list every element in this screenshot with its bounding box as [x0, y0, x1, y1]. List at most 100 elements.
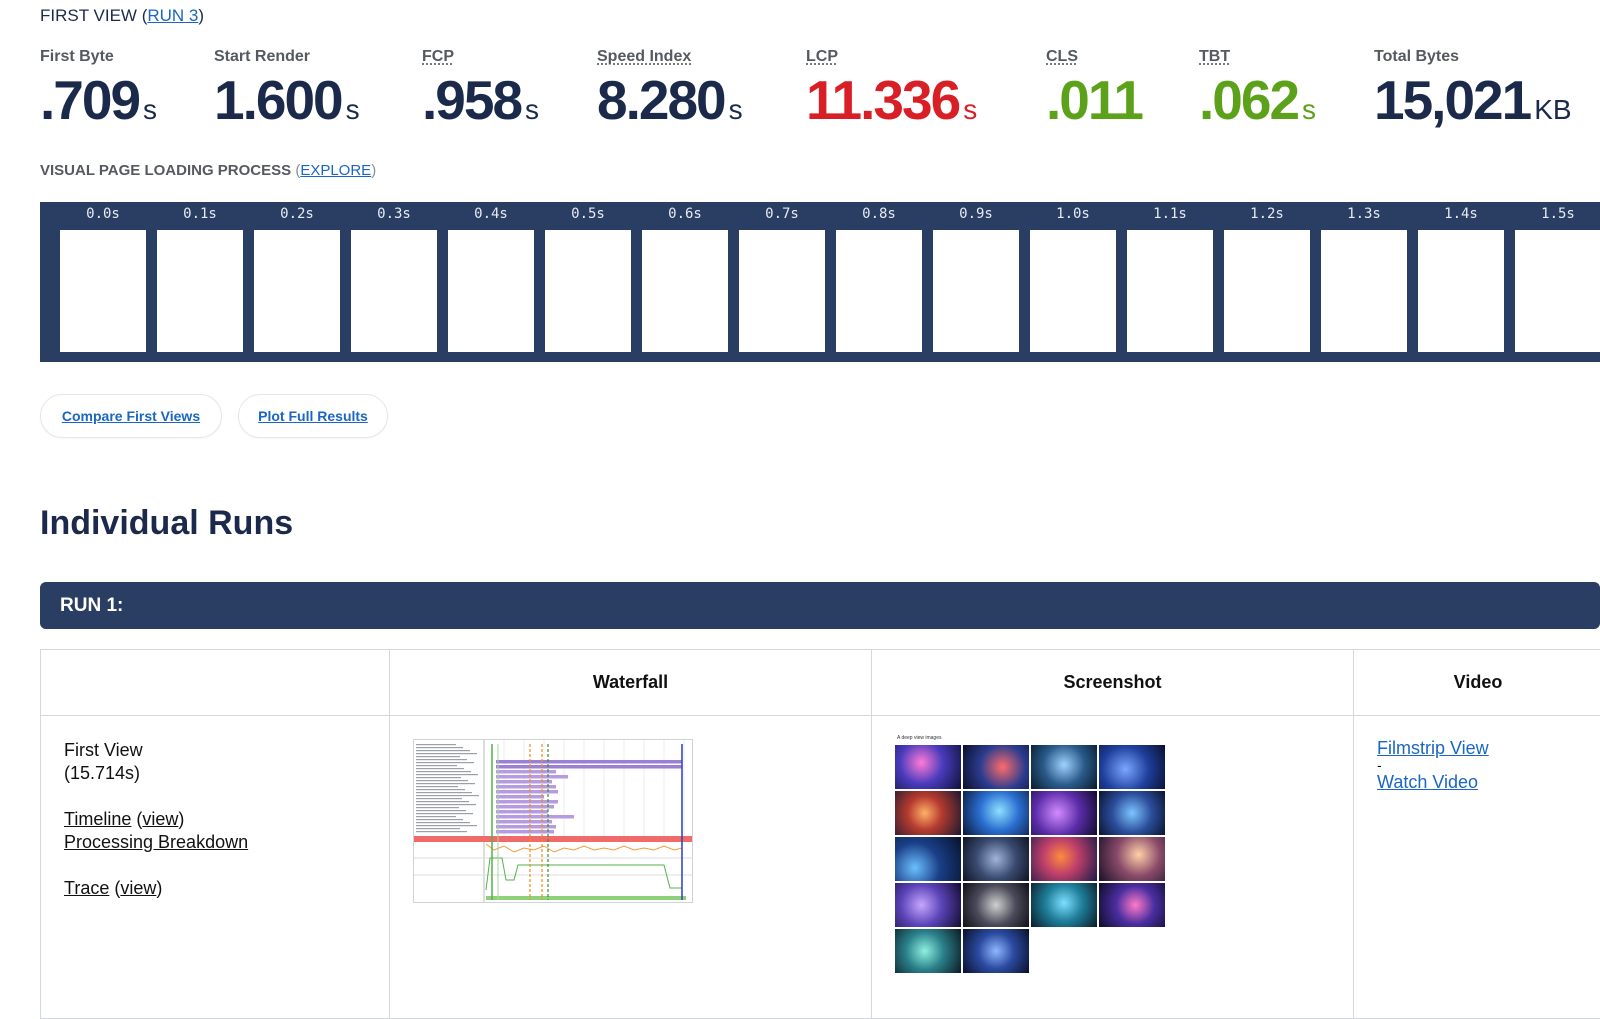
- timeline-link[interactable]: Timeline: [64, 809, 131, 829]
- individual-runs-title: Individual Runs: [40, 504, 293, 543]
- run-3-link[interactable]: RUN 3: [147, 6, 198, 25]
- runs-table: Waterfall Screenshot Video First View (1…: [40, 649, 1600, 1019]
- frame-time-label: 1.2s: [1224, 206, 1310, 222]
- metric-label[interactable]: FCP: [422, 48, 539, 66]
- filmstrip-frame[interactable]: 0.7s: [739, 202, 825, 362]
- processing-breakdown-link[interactable]: Processing Breakdown: [64, 832, 248, 852]
- filmstrip-frame[interactable]: 0.3s: [351, 202, 437, 362]
- trace-line: Trace (view): [64, 877, 388, 900]
- filmstrip-frame[interactable]: 0.8s: [836, 202, 922, 362]
- metric-label: Start Render: [214, 48, 360, 66]
- waterfall-thumbnail[interactable]: [413, 739, 693, 903]
- compare-first-views-button[interactable]: Compare First Views: [40, 394, 222, 438]
- column-header-empty: [41, 650, 390, 716]
- metric-label[interactable]: TBT: [1199, 48, 1316, 66]
- metric-label[interactable]: Speed Index: [597, 48, 743, 66]
- frame-time-label: 0.3s: [351, 206, 437, 222]
- trace-link[interactable]: Trace: [64, 878, 109, 898]
- filmstrip-frame[interactable]: 0.1s: [157, 202, 243, 362]
- screenshot-cell: A deep view images: [872, 716, 1354, 1019]
- watch-video-link[interactable]: Watch Video: [1377, 772, 1478, 792]
- metric-cls[interactable]: CLS .011: [1046, 48, 1146, 132]
- run-1-header: RUN 1:: [40, 582, 1600, 629]
- frame-time-label: 1.0s: [1030, 206, 1116, 222]
- filmstrip-frame[interactable]: 1.4s: [1418, 202, 1504, 362]
- space-image-thumbnail: [1099, 883, 1165, 927]
- filmstrip-frame[interactable]: 1.0s: [1030, 202, 1116, 362]
- frame-thumbnail: [836, 230, 922, 352]
- frame-thumbnail: [1127, 230, 1213, 352]
- space-image-thumbnail: [1099, 837, 1165, 881]
- trace-view-link[interactable]: view: [120, 878, 156, 898]
- space-image-thumbnail: [895, 791, 961, 835]
- frame-time-label: 0.4s: [448, 206, 534, 222]
- frame-thumbnail: [254, 230, 340, 352]
- metric-number: .958: [422, 69, 521, 131]
- filmstrip-frame[interactable]: 1.1s: [1127, 202, 1213, 362]
- metric-value: .011: [1046, 68, 1146, 132]
- metric-label: Total Bytes: [1374, 48, 1572, 66]
- explore-link[interactable]: EXPLORE: [300, 162, 371, 179]
- filmstrip-frame[interactable]: 1.2s: [1224, 202, 1310, 362]
- space-image-thumbnail: [1099, 745, 1165, 789]
- first-view-heading: FIRST VIEW (RUN 3): [40, 6, 204, 26]
- frame-time-label: 0.2s: [254, 206, 340, 222]
- space-image-thumbnail: [963, 791, 1029, 835]
- first-view-label: FIRST VIEW (: [40, 6, 147, 25]
- metric-number: .062: [1199, 69, 1298, 131]
- metric-label[interactable]: LCP: [806, 48, 977, 66]
- space-image-thumbnail: [1031, 791, 1097, 835]
- frame-thumbnail: [1418, 230, 1504, 352]
- frame-thumbnail: [351, 230, 437, 352]
- column-header-video: Video: [1354, 650, 1600, 716]
- table-header-row: Waterfall Screenshot Video: [41, 650, 1600, 716]
- filmstrip-frame[interactable]: 0.2s: [254, 202, 340, 362]
- frame-thumbnail: [157, 230, 243, 352]
- space-image-thumbnail: [1031, 883, 1097, 927]
- metric-unit: s: [729, 94, 743, 125]
- frame-thumbnail: [739, 230, 825, 352]
- space-image-thumbnail: [895, 929, 961, 973]
- filmstrip-frame[interactable]: 0.6s: [642, 202, 728, 362]
- screenshot-thumbnail[interactable]: A deep view images: [895, 741, 1175, 991]
- space-image-thumbnail: [1031, 837, 1097, 881]
- filmstrip-frame[interactable]: 0.4s: [448, 202, 534, 362]
- filmstrip-view-link[interactable]: Filmstrip View: [1377, 738, 1489, 758]
- column-header-waterfall: Waterfall: [390, 650, 872, 716]
- frame-thumbnail: [1030, 230, 1116, 352]
- filmstrip-frame[interactable]: 0.9s: [933, 202, 1019, 362]
- first-view-cell: First View (15.714s) Timeline (view) Pro…: [41, 716, 390, 1019]
- filmstrip-frame[interactable]: 0.5s: [545, 202, 631, 362]
- timeline-view-link[interactable]: view: [142, 809, 178, 829]
- frame-time-label: 0.1s: [157, 206, 243, 222]
- filmstrip-frame[interactable]: 1.3s: [1321, 202, 1407, 362]
- metric-label[interactable]: CLS: [1046, 48, 1146, 66]
- frame-thumbnail: [60, 230, 146, 352]
- metric-number: .709: [40, 69, 139, 131]
- metric-unit: s: [963, 94, 977, 125]
- separator-dash: -: [1377, 759, 1600, 771]
- space-image-thumbnail: [895, 745, 961, 789]
- metric-number: 15,021: [1374, 69, 1530, 131]
- metric-unit: s: [1302, 94, 1316, 125]
- waterfall-cell: [390, 716, 872, 1019]
- space-image-thumbnail: [963, 837, 1029, 881]
- filmstrip-frame[interactable]: 0.0s: [60, 202, 146, 362]
- filmstrip-frame[interactable]: 1.5s: [1515, 202, 1600, 362]
- plot-full-results-button[interactable]: Plot Full Results: [238, 394, 388, 438]
- space-image-thumbnail: [963, 745, 1029, 789]
- first-view-title: First View: [64, 739, 388, 762]
